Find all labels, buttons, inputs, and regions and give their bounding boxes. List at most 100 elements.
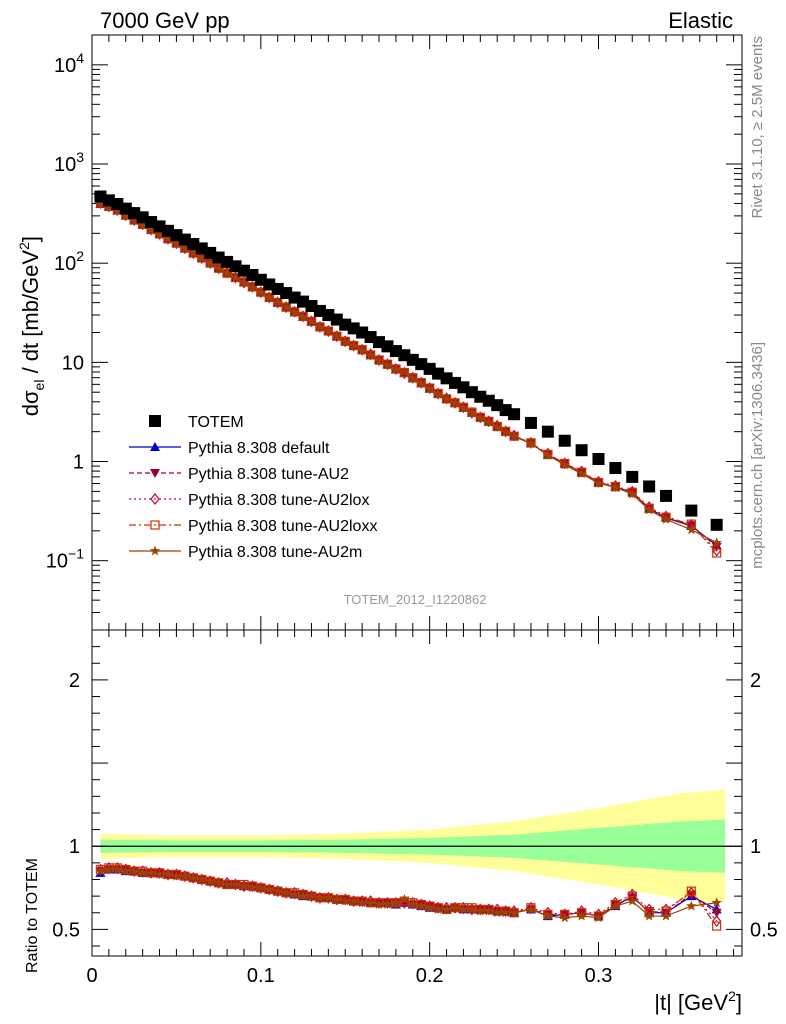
data-point-au2m bbox=[542, 449, 554, 460]
mcplots-label: mcplots.cern.ch [arXiv:1306.3436] bbox=[749, 342, 766, 569]
x-axis-label: |t| [GeV2] bbox=[654, 988, 742, 1015]
data-point-au2m bbox=[162, 233, 174, 244]
ratio-point-au2m bbox=[162, 869, 174, 879]
data-point-au2m bbox=[449, 397, 461, 408]
ratio-point-au2lox bbox=[509, 905, 519, 918]
data-point-totem bbox=[558, 434, 571, 447]
data-point-au2m bbox=[390, 363, 402, 374]
ratio-point-au2m bbox=[204, 875, 216, 886]
ratio-point-au2lox bbox=[374, 896, 384, 909]
data-point-totem bbox=[592, 453, 605, 466]
ratio-point-au2lox bbox=[365, 895, 376, 908]
ratio-point-au2lox bbox=[137, 865, 148, 878]
data-point-au2lox bbox=[500, 425, 511, 438]
rivet-version-label: Rivet 3.1.10, ≥ 2.5M events bbox=[749, 36, 766, 219]
data-point-au2m bbox=[280, 301, 292, 312]
ratio-point-au2m bbox=[171, 870, 182, 881]
main-frame-border bbox=[91, 34, 743, 631]
ratio-point-au2lox bbox=[408, 896, 418, 909]
ratio-point-au2m bbox=[340, 895, 351, 906]
ratio-point-au2lox bbox=[483, 903, 494, 916]
ratio-point-au2lox bbox=[247, 880, 258, 893]
data-point-au2m bbox=[179, 242, 191, 253]
data-point-au2m bbox=[171, 238, 182, 249]
ratio-point-au2lox bbox=[686, 886, 697, 899]
data-point-au2m bbox=[95, 198, 106, 208]
data-point-au2m bbox=[188, 247, 199, 258]
ratio-y-tick-label-right: 2 bbox=[750, 670, 761, 692]
ratio-point-au2m bbox=[289, 888, 300, 899]
data-point-au2m bbox=[576, 468, 587, 479]
data-point-au2m bbox=[525, 438, 537, 448]
data-point-au2m bbox=[196, 252, 207, 263]
data-point-au2m bbox=[365, 349, 376, 360]
legend: TOTEM Pythia 8.308 default Pythia 8.308 tu… bbox=[129, 414, 377, 561]
data-point-au2m bbox=[306, 315, 317, 326]
data-point-au2m bbox=[145, 224, 157, 234]
legend-entry-au2loxx: Pythia 8.308 tune-AU2loxx bbox=[188, 518, 377, 535]
ratio-point-au2m bbox=[415, 900, 427, 911]
ratio-point-au2m bbox=[255, 882, 267, 893]
data-point-au2m bbox=[711, 537, 722, 548]
y-tick-label: 104 bbox=[54, 50, 84, 77]
x-tick-label: 0.2 bbox=[416, 965, 444, 987]
data-point-au2lox bbox=[458, 401, 469, 414]
ratio-point-au2lox bbox=[458, 901, 469, 914]
series-data bbox=[94, 190, 723, 531]
data-point-totem bbox=[710, 518, 723, 531]
ratio-point-au2lox bbox=[104, 861, 114, 874]
legend-marker-au2m bbox=[149, 545, 161, 556]
ratio-point-au2m bbox=[373, 898, 385, 909]
ratio-point-au2m bbox=[424, 902, 435, 913]
data-point-au2m bbox=[559, 459, 570, 470]
ratio-point-au2m bbox=[128, 865, 140, 876]
ratio-point-au2lox bbox=[433, 901, 443, 914]
ratio-point-au2lox bbox=[112, 861, 123, 874]
ratio-point-au2lox bbox=[222, 876, 232, 889]
ratio-point-au2m bbox=[593, 912, 604, 923]
ratio-point-au2m bbox=[348, 895, 359, 906]
data-point-au2m bbox=[399, 366, 410, 377]
ratio-point-au2m bbox=[686, 900, 697, 911]
ratio-point-au2lox bbox=[95, 863, 106, 876]
data-point-au2m bbox=[204, 257, 216, 268]
data-point-totem bbox=[609, 462, 622, 475]
ratio-point-au2lox bbox=[500, 905, 511, 918]
ratio-point-au2m bbox=[112, 864, 123, 874]
data-point-au2m bbox=[314, 321, 326, 332]
ratio-point-au2m bbox=[508, 907, 520, 918]
x-tick-label: 0 bbox=[86, 965, 97, 987]
ratio-point-au2m bbox=[137, 867, 148, 878]
ratio-point-au2m bbox=[399, 893, 410, 904]
ratio-point-au2lox bbox=[120, 863, 131, 876]
ratio-point-au2m bbox=[213, 877, 224, 888]
data-point-au2m bbox=[154, 228, 165, 239]
ratio-point-au2m bbox=[306, 890, 317, 901]
ratio-point-au2lox bbox=[340, 893, 351, 906]
ratio-point-au2m bbox=[280, 887, 292, 898]
data-point-au2lox bbox=[483, 415, 494, 428]
y-tick-label: 103 bbox=[54, 149, 84, 176]
data-point-au2m bbox=[593, 477, 604, 488]
legend-marker-au2lox bbox=[150, 493, 160, 505]
data-point-totem bbox=[508, 408, 521, 421]
header-left: 7000 GeV pp bbox=[100, 8, 230, 33]
data-point-au2m bbox=[382, 359, 393, 370]
ratio-point-au2lox bbox=[289, 886, 300, 899]
y-tick-label: 10 bbox=[62, 352, 84, 374]
data-point-au2m bbox=[120, 210, 131, 221]
ratio-point-au2m bbox=[660, 910, 672, 921]
ratio-point-au2m bbox=[390, 897, 402, 908]
main-y-axis-label: dσel / dt [mb/GeV2] bbox=[16, 236, 47, 416]
data-point-au2m bbox=[432, 388, 444, 399]
ratio-point-au2m bbox=[449, 902, 461, 913]
ratio-point-au2lox bbox=[416, 898, 426, 911]
ratio-y-tick-label: 2 bbox=[69, 670, 80, 692]
ratio-point-au2lox bbox=[171, 868, 182, 881]
ratio-point-au2m bbox=[458, 903, 469, 914]
ratio-point-au2m bbox=[525, 903, 537, 914]
data-point-au2m bbox=[686, 524, 697, 535]
data-point-au2m bbox=[356, 344, 368, 355]
ratio-point-au2lox bbox=[357, 895, 367, 908]
ratio-point-au2lox bbox=[441, 901, 452, 914]
